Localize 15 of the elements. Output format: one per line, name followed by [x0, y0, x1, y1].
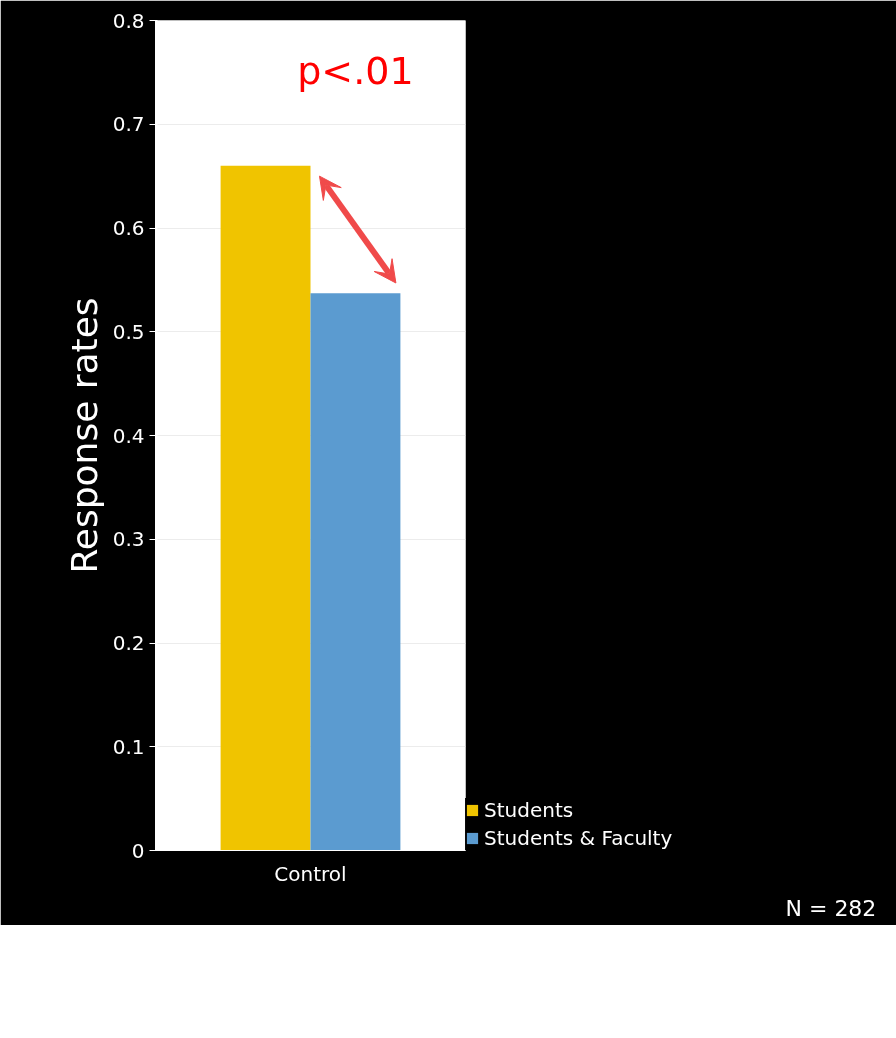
- y-tick-label: 0.1: [112, 734, 145, 759]
- legend-label: Students: [484, 798, 574, 822]
- y-axis-title: Response rates: [63, 297, 105, 574]
- x-tick-label: Control: [274, 861, 347, 886]
- y-tick-label: 0.3: [112, 527, 145, 552]
- y-tick-label: 0.6: [112, 216, 145, 240]
- y-tick-label: 0.7: [112, 112, 145, 137]
- y-tick-label: 0.5: [112, 319, 145, 344]
- y-tick-label: 0: [131, 838, 145, 863]
- text: N = 282: [785, 895, 877, 921]
- y-tick-label: 0.8: [112, 8, 145, 33]
- annotation: p<.01: [297, 49, 414, 94]
- y-tick-label: 0.4: [112, 423, 145, 448]
- y-tick-label: 0.2: [112, 631, 145, 655]
- legend-label: Students & Faculty: [484, 826, 673, 850]
